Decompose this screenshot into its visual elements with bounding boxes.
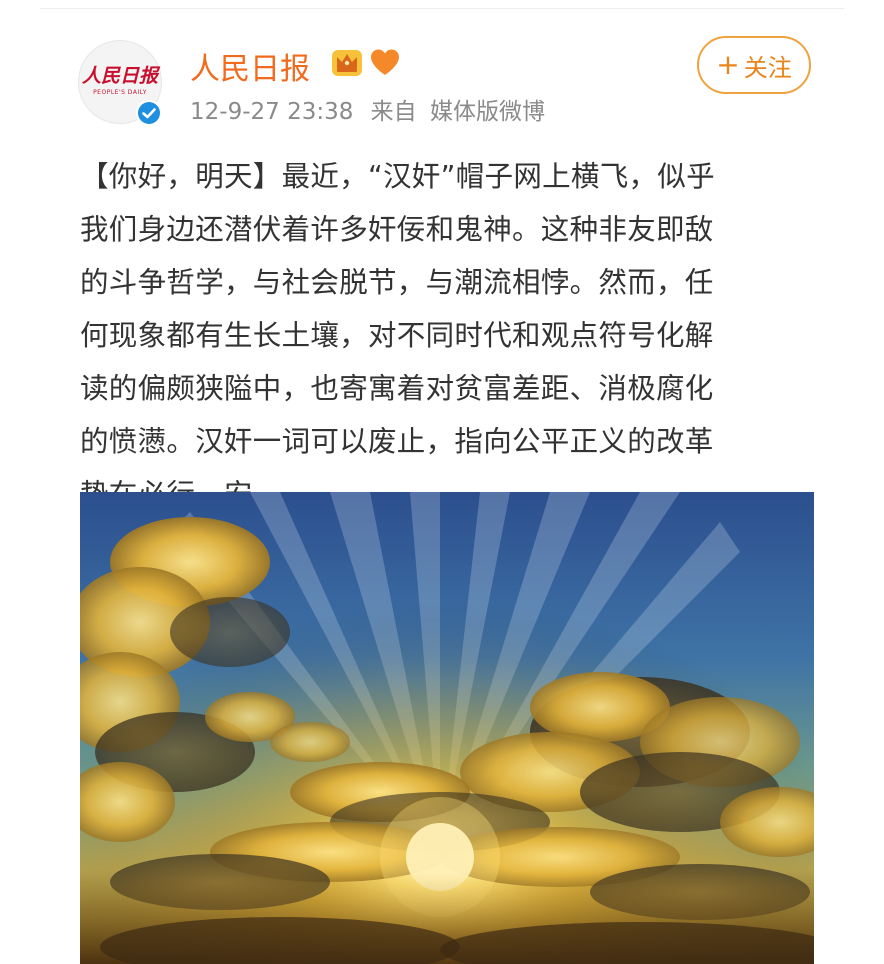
source-name: 媒体版微博 bbox=[429, 99, 545, 125]
post-body-text: 【你好，明天】最近，“汉奸”帽子网上横飞，似乎 我们身边还潜伏着许多奸佞和鬼神。… bbox=[80, 150, 820, 521]
verified-badge-icon bbox=[136, 100, 162, 126]
follow-button[interactable]: + 关注 bbox=[697, 36, 811, 94]
author-name[interactable]: 人民日报 bbox=[190, 52, 310, 87]
post-text-line: 何现象都有生长土壤，对不同时代和观点符号化解 bbox=[80, 319, 714, 352]
crown-icon bbox=[332, 50, 362, 76]
sunset-clouds-image bbox=[80, 492, 814, 964]
post-image[interactable] bbox=[80, 492, 814, 964]
plus-icon: + bbox=[716, 48, 740, 81]
post-timestamp[interactable]: 12-9-27 23:38 bbox=[190, 99, 354, 125]
post-text-line: 读的偏颇狭隘中，也寄寓着对贫富差距、消极腐化 bbox=[80, 372, 714, 405]
heart-icon bbox=[371, 49, 399, 75]
follow-button-label: 关注 bbox=[743, 53, 792, 82]
avatar[interactable]: 人民日报 PEOPLE'S DAILY bbox=[78, 40, 162, 126]
post-meta: 12-9-27 23:38 来自 媒体版微博 bbox=[190, 92, 545, 126]
avatar-logo-subtext: PEOPLE'S DAILY bbox=[93, 89, 147, 96]
post-text-line: 我们身边还潜伏着许多奸佞和鬼神。这种非友即敌 bbox=[80, 213, 714, 246]
post-text-line: 【你好，明天】最近，“汉奸”帽子网上横飞，似乎 bbox=[80, 160, 715, 193]
post-text-line: 的斗争哲学，与社会脱节，与潮流相悖。然而，任 bbox=[80, 266, 714, 299]
post-text-line: 的愤懑。汉奸一词可以废止，指向公平正义的改革 bbox=[80, 425, 714, 458]
top-divider bbox=[40, 8, 844, 9]
source-label: 来自 bbox=[370, 99, 417, 125]
post-header: 人民日报 PEOPLE'S DAILY 人民日报 12-9-27 23:38 来… bbox=[0, 0, 884, 140]
avatar-logo-text: 人民日报 bbox=[81, 65, 158, 87]
